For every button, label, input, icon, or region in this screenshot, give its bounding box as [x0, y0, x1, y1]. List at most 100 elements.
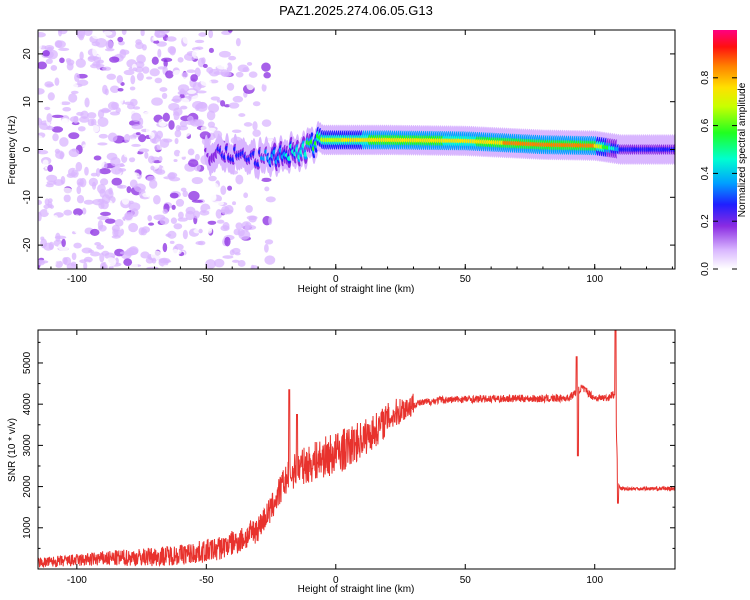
spectrogram-noise-blob [162, 209, 168, 215]
spectrogram-noise-blob [220, 100, 226, 107]
spectrogram-noise-blob [128, 157, 136, 163]
spectrogram-noise-blob [233, 90, 239, 96]
spectrogram-noise-blob [268, 216, 273, 226]
spectrogram-noise-blob [162, 112, 170, 122]
spectrogram-noise-blob [75, 58, 86, 68]
spectrogram-noise-blob [173, 149, 181, 157]
spectrogram-noise-blob [133, 233, 146, 242]
spectrogram-noise-blob [243, 122, 253, 127]
spectrogram-noise-blob [174, 129, 182, 138]
spectrogram-noise-blob [208, 175, 217, 182]
spectrogram-noise-blob [243, 192, 249, 199]
colorbar: 0.0 0.2 0.4 0.6 0.8 Normalized spectral ampl… [700, 30, 748, 276]
spectrogram-noise-blob [47, 33, 56, 43]
spectrogram-ytick-label: 0 [22, 146, 33, 152]
spectrogram-noise-blob [201, 248, 212, 256]
spectrogram-noise-blob [151, 56, 159, 65]
spectrogram-noise-blob [54, 77, 60, 86]
spectrogram-noise-blob [118, 95, 124, 105]
spectrogram-noise-blob [153, 40, 160, 44]
spectrogram-noise-blob [66, 263, 77, 269]
spectrogram-noise-blob [39, 209, 49, 218]
spectrogram-noise-blob [168, 120, 175, 130]
spectrogram-noise-blob [128, 52, 135, 58]
spectrogram-noise-blob [106, 73, 117, 80]
spectrogram-noise-blob [154, 144, 161, 151]
spectrogram-noise-blob [54, 235, 67, 240]
spectrogram-noise-blob [93, 155, 102, 161]
spectrogram-noise-blob [231, 129, 242, 134]
spectrogram-noise-blob [235, 174, 244, 185]
spectrogram-noise-blob [42, 159, 49, 166]
spectrogram-noise-blob [150, 165, 155, 171]
spectrogram-noise-blob [38, 61, 47, 70]
spectrogram-noise-blob [63, 256, 72, 266]
spectrogram-noise-blob [212, 200, 225, 206]
spectrogram-noise-blob [175, 124, 181, 132]
spectrogram-noise-blob [175, 198, 185, 207]
spectrogram-noise-blob [186, 69, 196, 74]
spectrogram-noise-blob [247, 180, 257, 189]
spectrogram-noise-blob [66, 62, 74, 71]
spectrogram-noise-blob [75, 161, 83, 172]
spectrogram-noise-blob [166, 36, 177, 42]
spectrogram-noise-blob [92, 46, 98, 57]
spectrogram-noise-blob [52, 215, 59, 223]
spectrogram-noise-blob [265, 196, 276, 203]
spectrogram-noise-blob [110, 156, 121, 167]
spectrogram-noise-blob [74, 72, 80, 82]
spectrogram-noise-blob [132, 67, 138, 72]
spectrogram-noise-blob [73, 208, 83, 216]
spectrogram-noise-blob [61, 216, 71, 225]
spectrogram-noise-blob [216, 62, 229, 70]
spectrogram-noise-blob [76, 195, 85, 204]
spectrogram-noise-blob [68, 132, 80, 140]
spectrogram-noise-blob [38, 32, 46, 38]
spectrogram-noise-blob [197, 240, 206, 246]
spectrogram-noise-blob [237, 228, 245, 237]
colorbar-gradient [713, 30, 737, 269]
spectrogram-noise-blob [242, 67, 250, 73]
spectrogram-noise-blob [199, 210, 210, 216]
spectrogram-noise-blob [182, 33, 190, 44]
spectrogram-noise-blob [261, 177, 272, 182]
spectrogram-noise-blob [70, 83, 79, 89]
spectrogram-noise-blob [116, 184, 127, 189]
spectrogram-noise-blob [245, 204, 253, 213]
spectrogram-noise-blob [232, 95, 244, 103]
spectrogram-noise-blob [46, 113, 53, 123]
spectrogram-noise-blob [221, 71, 232, 78]
spectrogram-noise-blob [208, 47, 214, 53]
spectrogram-noise-blob [192, 82, 202, 92]
spectrogram-noise-blob [148, 131, 155, 139]
spectrogram-noise-blob [186, 241, 198, 248]
spectrogram-noise-blob [171, 248, 180, 258]
spectrogram-noise-blob [128, 238, 138, 248]
spectrogram-noise-blob [76, 111, 84, 116]
spectrogram-noise-blob [104, 88, 109, 96]
spectrogram-noise-blob [140, 30, 145, 37]
spectrogram-noise-blob [245, 222, 250, 232]
spectrogram-noise-blob [147, 151, 156, 158]
spectrogram-noise-blob [45, 58, 53, 64]
spectrogram-noise-blob [118, 168, 127, 172]
spectrogram-noise-blob [81, 207, 87, 215]
spectrogram-noise-blob [76, 185, 82, 195]
spectrogram-noise-blob [62, 106, 72, 112]
colorbar-tick-label: 0.6 [700, 118, 711, 132]
spectrogram-noise-blob [153, 206, 164, 211]
spectrogram-noise-blob [170, 217, 178, 224]
spectrogram-noise-blob [98, 168, 111, 175]
spectrogram-noise-blob [96, 244, 105, 250]
spectrogram-noise-blob [235, 37, 241, 47]
spectrogram-noise-blob [123, 153, 135, 158]
spectrogram-noise-blob [109, 111, 121, 116]
spectrogram-noise-blob [133, 183, 146, 193]
spectrogram-noise-blob [152, 36, 159, 42]
spectrogram-noise-blob [128, 30, 139, 37]
spectrogram-noise-blob [97, 142, 108, 146]
spectrogram-noise-blob [84, 132, 96, 141]
chart-title: PAZ1.2025.274.06.05.G13 [279, 3, 433, 18]
spectrogram-noise-blob [99, 178, 109, 186]
